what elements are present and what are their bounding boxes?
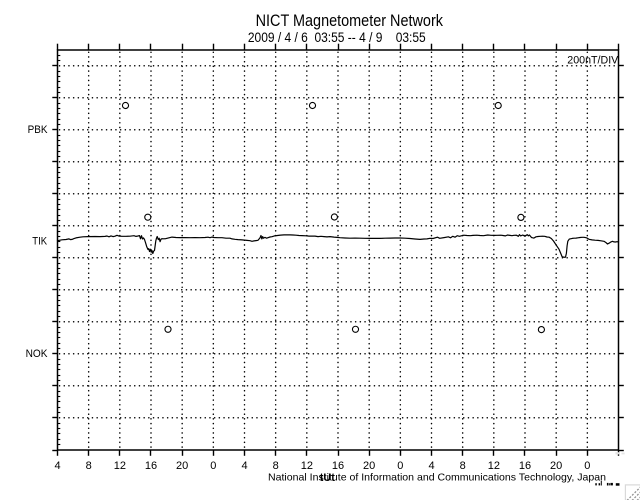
svg-text:4: 4 (54, 460, 60, 472)
svg-text:0: 0 (397, 460, 403, 472)
svg-text:4: 4 (241, 460, 247, 472)
svg-text:8: 8 (460, 460, 466, 472)
svg-text:8: 8 (86, 460, 92, 472)
svg-text:20: 20 (363, 460, 375, 472)
svg-text:12: 12 (114, 460, 126, 472)
svg-text:20: 20 (550, 460, 562, 472)
svg-text:16: 16 (519, 460, 531, 472)
svg-text:NICT Magnetometer Network: NICT Magnetometer Network (256, 12, 444, 30)
svg-text:20: 20 (176, 460, 188, 472)
svg-text:12: 12 (488, 460, 500, 472)
svg-text:National Institute of Informat: National Institute of Information and Co… (268, 472, 606, 484)
svg-text:tUt: tUt (320, 472, 335, 484)
svg-text:TIK: TIK (32, 236, 47, 248)
svg-text:8: 8 (273, 460, 279, 472)
svg-text:NOK: NOK (26, 348, 48, 360)
svg-text:12: 12 (301, 460, 313, 472)
svg-text:200nT/DIV: 200nT/DIV (567, 55, 618, 67)
svg-text:16: 16 (145, 460, 157, 472)
svg-text:2009 / 4 / 6 03:55 -- 4 / 9: 2009 / 4 / 6 03:55 -- 4 / 9 03:55 (248, 30, 426, 45)
svg-text:0: 0 (584, 460, 590, 472)
svg-text:16: 16 (332, 460, 344, 472)
svg-text:0: 0 (210, 460, 216, 472)
svg-text:PBK: PBK (28, 124, 48, 136)
svg-text:4: 4 (428, 460, 434, 472)
